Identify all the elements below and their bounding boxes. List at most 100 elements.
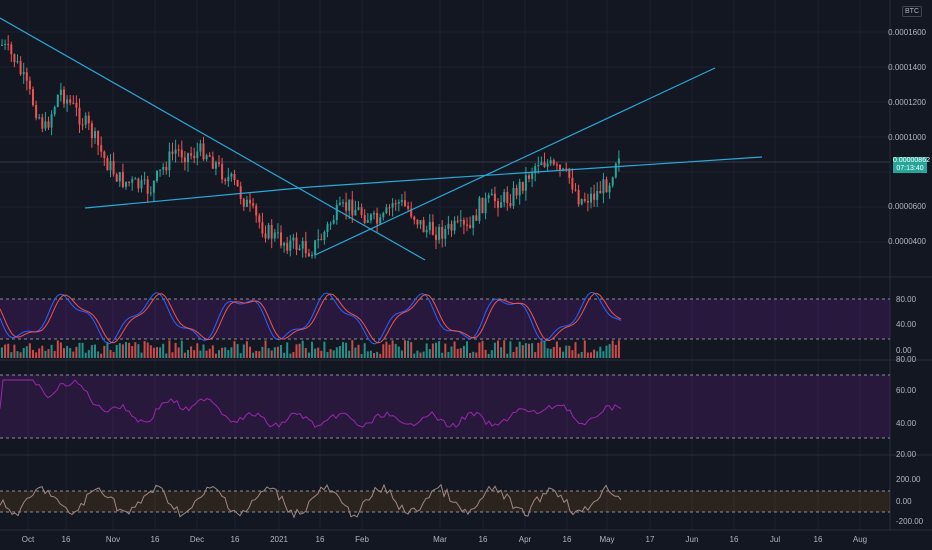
price-tick: 0.0000600 [888, 202, 926, 211]
volume-bar [59, 342, 62, 358]
volume-bar [407, 340, 410, 358]
candle-body [307, 253, 310, 257]
volume-bar [78, 342, 81, 358]
volume-bar [444, 343, 447, 358]
volume-bar [165, 353, 168, 358]
rsi-line [0, 379, 622, 429]
volume-bar [156, 347, 158, 358]
candle-body [41, 117, 44, 129]
volume-bar [459, 348, 462, 358]
candle-body [580, 199, 583, 205]
volume-bar [128, 342, 131, 358]
volume-bar [586, 352, 589, 358]
time-tick: Dec [189, 535, 205, 544]
candle-body [304, 241, 307, 254]
candle-body [50, 114, 53, 128]
volume-bar [218, 350, 220, 358]
volume-bar [342, 342, 344, 358]
volume-bar [565, 345, 568, 358]
volume-bar [233, 341, 236, 358]
volume-bar [583, 340, 586, 358]
candle-body [283, 242, 286, 246]
candle-body [298, 248, 301, 250]
volume-bar [307, 352, 310, 358]
volume-bar [230, 347, 233, 358]
trendline [84, 186, 311, 209]
time-tick: 16 [562, 535, 572, 544]
candle-body [357, 207, 360, 210]
volume-bar [438, 341, 441, 358]
candle-body [400, 200, 403, 202]
candle-body [574, 189, 577, 191]
candle-body [404, 200, 406, 206]
candle-body [382, 213, 385, 218]
volume-bar [25, 346, 28, 358]
volume-bar [528, 343, 530, 358]
volume-bar [252, 352, 255, 358]
volume-bar [373, 353, 375, 358]
candle-body [524, 175, 527, 191]
candle-body [63, 89, 65, 104]
candle-body [258, 215, 261, 223]
volume-bar [7, 343, 10, 358]
volume-bar [66, 345, 69, 358]
rsi-tick: 60.00 [896, 386, 917, 395]
candle-body [450, 223, 453, 231]
volume-bar [363, 343, 366, 358]
candle-body [190, 153, 193, 156]
candle-body [242, 198, 245, 207]
candle-body [518, 181, 521, 196]
volume-bar [239, 353, 242, 358]
candle-body [376, 213, 379, 224]
candle-body [47, 121, 50, 128]
candle-body [69, 99, 72, 103]
time-tick: 16 [61, 535, 71, 544]
volume-bar [152, 347, 155, 358]
candle-body [177, 149, 180, 151]
candle-body [183, 157, 186, 163]
candle-body [549, 160, 552, 164]
candle-body [472, 215, 475, 228]
volume-bar [193, 350, 196, 358]
volume-bar [97, 351, 100, 358]
volume-bar [577, 353, 580, 358]
candle-body [264, 233, 267, 239]
candle-body [373, 213, 375, 215]
price-tick: 0.0001200 [888, 98, 926, 107]
volume-bar [400, 350, 403, 358]
candle-body [614, 163, 617, 178]
candle-body [596, 190, 599, 200]
candle-body [317, 239, 320, 241]
volume-bar [109, 349, 112, 358]
candle-body [391, 203, 394, 208]
candle-body [345, 202, 348, 211]
volume-bar [75, 346, 78, 358]
time-tick: 2021 [270, 535, 288, 544]
candle-body [28, 80, 31, 90]
volume-bar [224, 347, 227, 358]
candle-body [165, 166, 168, 171]
candle-body [280, 232, 282, 246]
volume-bar [524, 343, 527, 358]
volume-bar [1, 347, 3, 358]
candle-body [16, 61, 19, 63]
time-tick: May [599, 535, 615, 544]
volume-bar [472, 351, 475, 358]
currency-tag[interactable]: BTC [902, 6, 922, 17]
volume-bar [332, 350, 335, 358]
candle-body [56, 94, 59, 107]
candle-body [497, 201, 499, 208]
volume-bar [264, 340, 267, 358]
volume-bar [425, 343, 428, 358]
volume-bar [345, 342, 348, 358]
price-tick: 0.0000400 [888, 237, 926, 246]
volume-bar [221, 347, 224, 358]
candle-body [32, 89, 34, 106]
time-tick: Oct [21, 535, 35, 544]
candle-body [115, 174, 118, 182]
volume-bar [13, 344, 16, 358]
candle-body [394, 203, 397, 205]
candle-body [94, 131, 96, 139]
